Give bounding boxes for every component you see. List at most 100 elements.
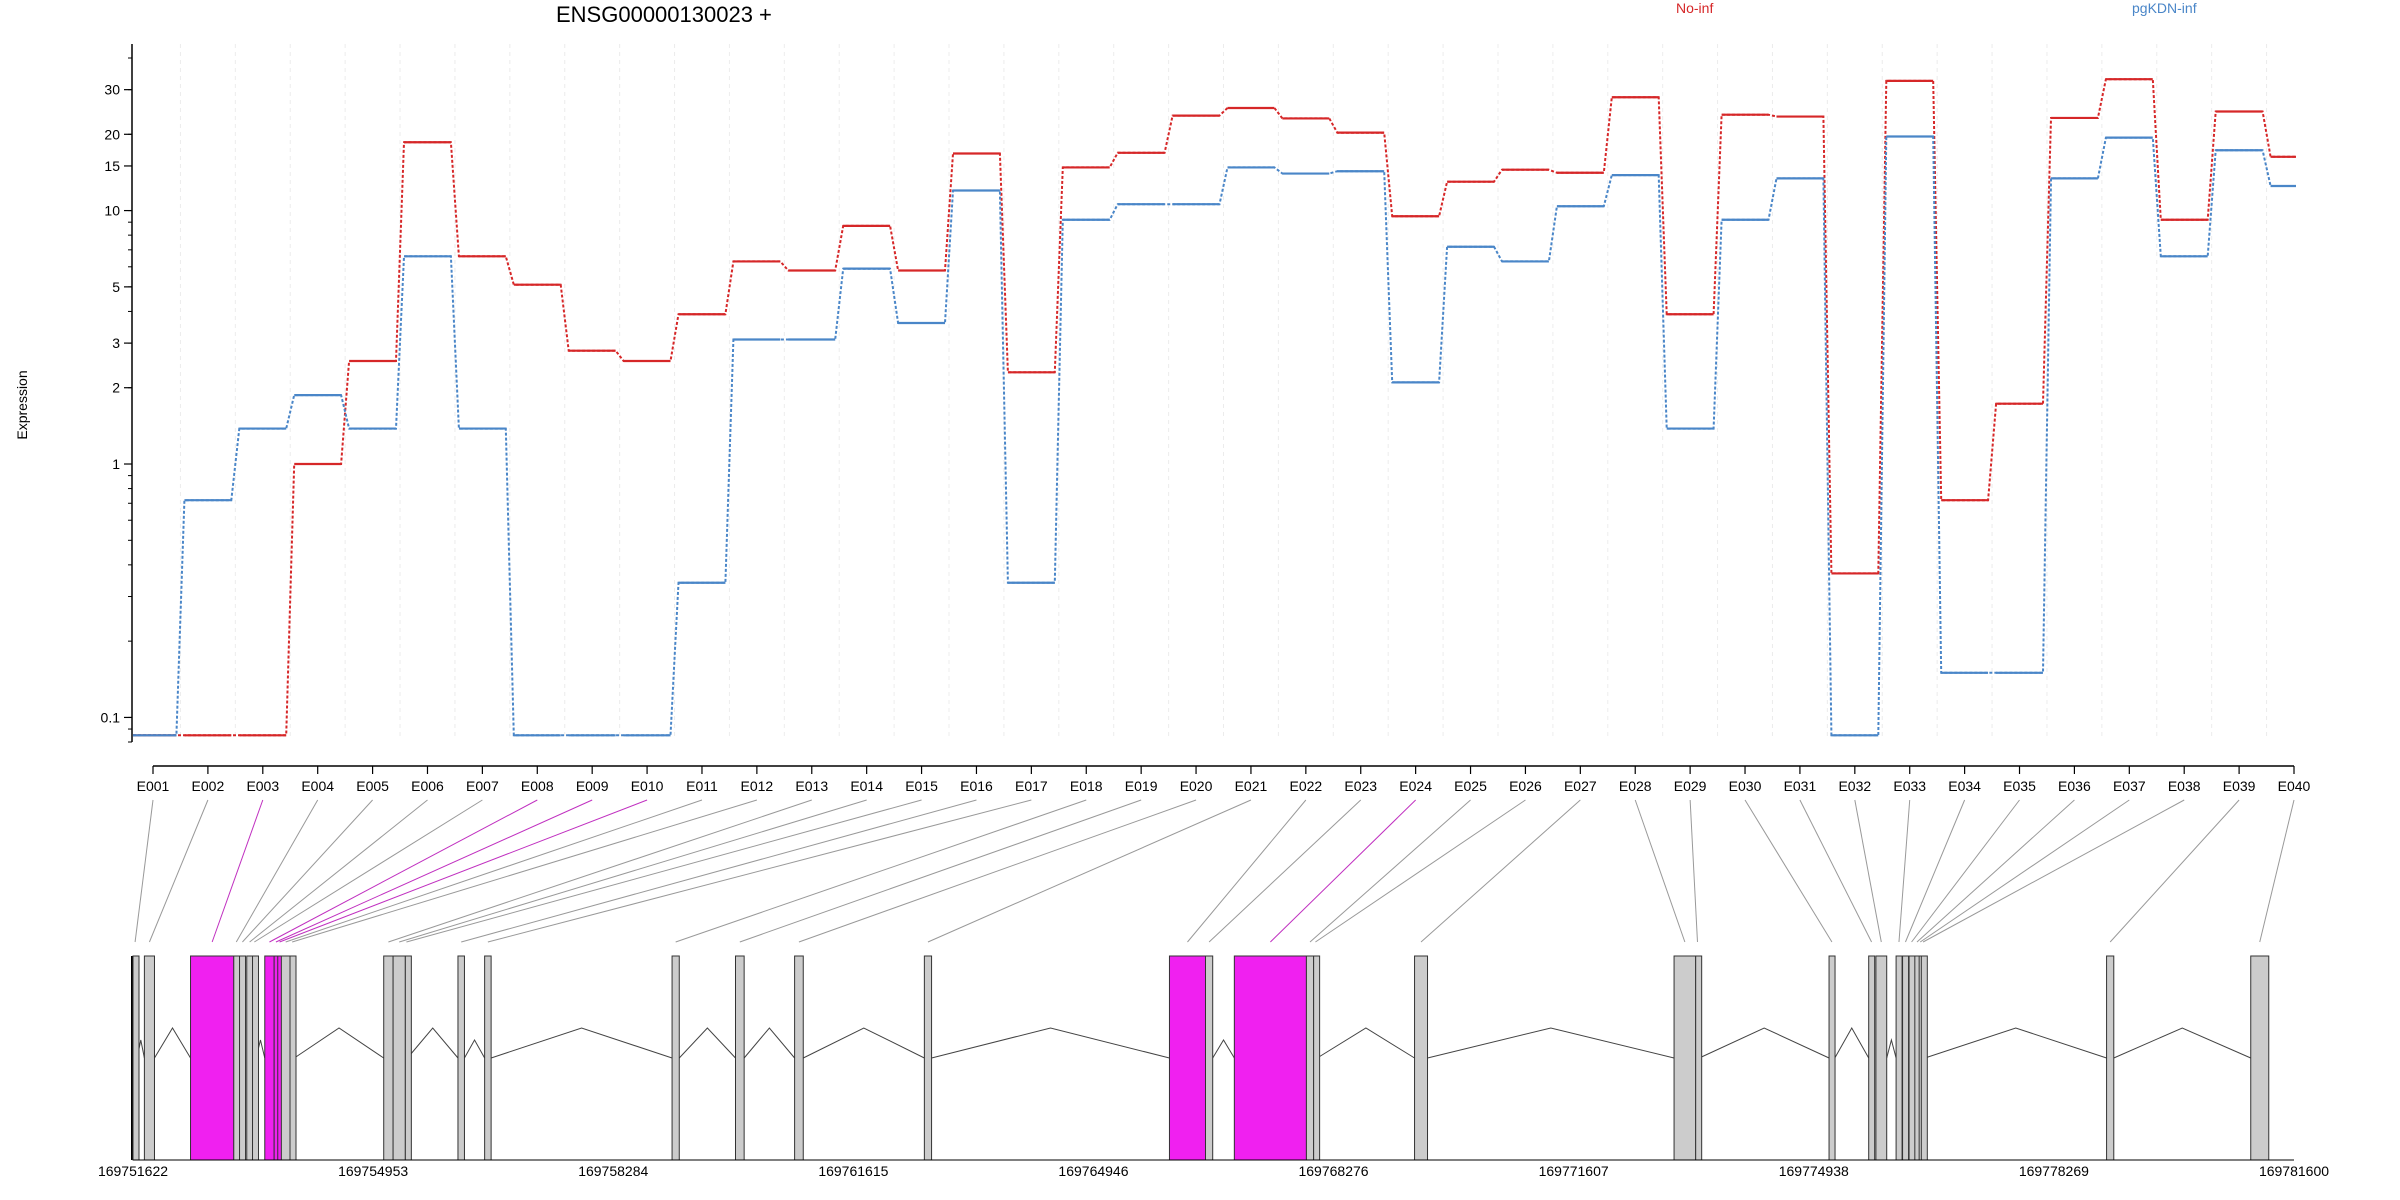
series-pgkdn-inf (133, 135, 2296, 737)
exon-E027 (1414, 955, 1429, 1161)
x-tick-label-E018: E018 (1070, 778, 1103, 794)
connector-E019 (739, 799, 1142, 943)
x-tick-label-E014: E014 (850, 778, 883, 794)
y-tick-label: 20 (104, 126, 120, 142)
y-tick-label: 2 (112, 380, 120, 396)
intron-line (803, 1027, 925, 1059)
y-tick-label: 1 (112, 456, 120, 472)
exon-E029 (1695, 955, 1703, 1161)
exon-E025 (1305, 955, 1315, 1161)
x-tick-label-E002: E002 (192, 778, 225, 794)
coordinate-tick-label: 169761615 (818, 1163, 888, 1179)
intron-line (1834, 1026, 1870, 1059)
series-dotted-line (133, 78, 2296, 737)
x-tick-label-E027: E027 (1564, 778, 1597, 794)
exon-E030 (1828, 955, 1836, 1161)
exon-E033 (1895, 955, 1903, 1161)
connector-E011 (285, 799, 703, 943)
connector-E032 (1854, 799, 1882, 943)
x-tick-label-E003: E003 (246, 778, 279, 794)
exon-E006 (246, 955, 254, 1161)
exon-E032 (1875, 955, 1888, 1161)
connector-E033 (1898, 799, 1911, 943)
connector-E028 (1634, 799, 1686, 943)
coordinate-tick-label: 169754953 (338, 1163, 408, 1179)
connector-E031 (1799, 799, 1873, 943)
x-tick-label-E032: E032 (1838, 778, 1871, 794)
coordinate-tick-label: 169781600 (2259, 1163, 2329, 1179)
connector-E007 (254, 799, 483, 943)
exon-connectors (134, 799, 2295, 943)
exon-E022 (1168, 955, 1206, 1161)
connector-E016 (461, 799, 977, 943)
coordinate-tick-label: 169751622 (98, 1163, 168, 1179)
y-tick-label: 30 (104, 82, 120, 98)
legend-series-no-inf: No-inf (1676, 0, 1714, 16)
exon-E005 (239, 955, 247, 1161)
connector-E002 (148, 799, 209, 943)
x-tick-label-E001: E001 (137, 778, 170, 794)
intron-line (743, 1027, 795, 1059)
x-tick-label-E013: E013 (795, 778, 828, 794)
connector-E014 (399, 799, 867, 943)
x-tick-label-E011: E011 (686, 778, 718, 794)
x-tick-label-E016: E016 (960, 778, 993, 794)
exon-E008 (264, 955, 275, 1161)
connector-E022 (1187, 799, 1307, 943)
connector-E010 (279, 799, 648, 943)
connector-E026 (1315, 799, 1526, 943)
intron-line (2113, 1027, 2251, 1059)
intron-line (1212, 1039, 1235, 1059)
x-tick-label-E033: E033 (1893, 778, 1926, 794)
connector-E038 (1922, 799, 2185, 943)
exon-E017 (484, 955, 492, 1161)
coordinate-tick-label: 169771607 (1539, 1163, 1609, 1179)
exon-E026 (1313, 955, 1321, 1161)
exon-E014 (392, 955, 406, 1161)
exon-E020 (794, 955, 804, 1161)
x-tick-label-E008: E008 (521, 778, 554, 794)
connector-E013 (388, 799, 812, 943)
intron-line (294, 1027, 384, 1059)
chart-title: ENSG00000130023 + (556, 2, 772, 27)
y-tick-label: 5 (112, 279, 120, 295)
exon-E007 (252, 955, 260, 1161)
x-tick-label-E028: E028 (1619, 778, 1652, 794)
x-tick-label-E009: E009 (576, 778, 609, 794)
connector-E004 (235, 799, 319, 943)
connector-E018 (675, 799, 1087, 943)
x-tick-label-E034: E034 (1948, 778, 1981, 794)
x-tick-label-E021: E021 (1235, 778, 1268, 794)
x-tick-label-E022: E022 (1289, 778, 1322, 794)
intron-line (1924, 1027, 2107, 1059)
x-tick-label-E036: E036 (2058, 778, 2091, 794)
x-tick-label-E007: E007 (466, 778, 499, 794)
x-tick-label-E015: E015 (905, 778, 938, 794)
x-tick-label-E037: E037 (2113, 778, 2146, 794)
genomic-coordinate-axis: 169751622 169754953 169758284 169761615 1697… (98, 1159, 2329, 1179)
connector-E024 (1270, 799, 1416, 943)
gene-model (131, 955, 2270, 1161)
intron-line (490, 1027, 673, 1059)
exon-E015 (404, 955, 412, 1161)
exon-E018 (671, 955, 680, 1161)
exon-E038 (1920, 955, 1928, 1161)
exon-E016 (457, 955, 465, 1161)
connector-E030 (1744, 799, 1833, 943)
exon-E039 (2106, 955, 2115, 1161)
connector-E015 (406, 799, 922, 943)
exon-category-axis: E001 E002 E003 E004 E005 E006 E007 E008 E009 E010… (137, 765, 2311, 794)
connector-E008 (269, 799, 538, 943)
exon-E028 (1673, 955, 1697, 1161)
connector-E039 (2109, 799, 2240, 943)
connector-E037 (1919, 799, 2130, 943)
connector-E003 (211, 799, 264, 943)
x-tick-label-E006: E006 (411, 778, 444, 794)
x-tick-label-E024: E024 (1399, 778, 1432, 794)
exon-E021 (923, 955, 933, 1161)
series-dotted-line (133, 135, 2296, 737)
coordinate-tick-label: 169758284 (578, 1163, 648, 1179)
series-no-inf (133, 78, 2296, 737)
connector-E020 (798, 799, 1197, 943)
